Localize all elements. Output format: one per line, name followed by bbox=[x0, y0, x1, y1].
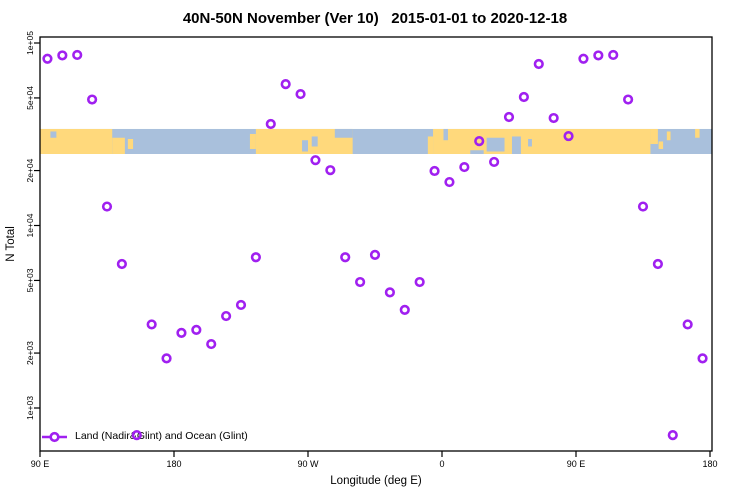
data-point bbox=[191, 324, 202, 335]
legend-label: Land (Nadir&Glint) and Ocean (Glint) bbox=[75, 430, 248, 442]
map-band-water bbox=[470, 150, 484, 154]
plot-box bbox=[39, 36, 713, 452]
map-band-water bbox=[311, 136, 318, 147]
x-tick-label: 90 E bbox=[31, 459, 50, 469]
map-band-land bbox=[666, 131, 671, 141]
data-point bbox=[608, 49, 619, 61]
data-point bbox=[206, 338, 217, 350]
map-band-land bbox=[112, 137, 125, 154]
data-point bbox=[429, 165, 440, 177]
y-tick-label: 1e+05 bbox=[25, 31, 35, 55]
data-point bbox=[57, 50, 68, 61]
x-tick-label: 180 bbox=[702, 459, 717, 469]
data-point bbox=[355, 276, 366, 288]
data-point bbox=[489, 156, 500, 168]
data-point bbox=[87, 94, 98, 105]
data-point bbox=[310, 155, 321, 166]
data-point bbox=[161, 353, 172, 364]
data-point bbox=[340, 252, 351, 263]
data-point bbox=[682, 319, 693, 330]
data-point bbox=[623, 94, 634, 105]
data-point bbox=[265, 118, 276, 130]
legend-point-marker bbox=[49, 431, 60, 443]
data-point bbox=[250, 252, 261, 263]
data-point bbox=[697, 353, 708, 364]
data-point bbox=[42, 53, 53, 64]
data-point bbox=[533, 58, 544, 70]
data-point bbox=[72, 49, 83, 61]
map-band-water bbox=[486, 137, 505, 152]
map-band-land bbox=[127, 138, 134, 149]
data-point bbox=[295, 88, 306, 100]
map-band-land bbox=[650, 128, 658, 144]
data-point bbox=[101, 201, 113, 212]
map-band-water bbox=[334, 128, 353, 138]
data-point bbox=[667, 430, 678, 441]
data-point bbox=[116, 258, 127, 270]
y-tick-label: 5e+04 bbox=[25, 86, 35, 110]
data-point bbox=[548, 112, 559, 124]
map-band-water bbox=[302, 140, 308, 152]
y-tick-label: 1e+04 bbox=[25, 213, 35, 237]
data-point bbox=[652, 258, 663, 270]
y-tick-label: 1e+03 bbox=[25, 396, 35, 420]
data-point bbox=[369, 249, 381, 261]
data-point bbox=[325, 165, 336, 176]
map-band-land bbox=[433, 128, 651, 154]
x-tick-label: 180 bbox=[166, 459, 181, 469]
map-band-land bbox=[249, 133, 256, 149]
data-point bbox=[131, 430, 142, 441]
y-tick-label: 2e+04 bbox=[25, 158, 35, 182]
data-point bbox=[399, 304, 410, 315]
data-point bbox=[578, 53, 589, 64]
map-band-water bbox=[511, 136, 521, 154]
data-point bbox=[593, 50, 604, 61]
map-band-water bbox=[443, 128, 448, 141]
y-tick-label: 5e+03 bbox=[25, 268, 35, 292]
data-point bbox=[414, 276, 425, 288]
data-point bbox=[235, 299, 247, 311]
y-tick-label: 2e+03 bbox=[25, 341, 35, 365]
data-point bbox=[518, 91, 529, 103]
map-band-water bbox=[528, 138, 532, 147]
data-point bbox=[563, 130, 574, 142]
x-axis-label: Longitude (deg E) bbox=[330, 475, 422, 487]
data-point bbox=[146, 319, 157, 330]
x-tick-label: 90 E bbox=[567, 459, 586, 469]
data-point bbox=[280, 79, 291, 90]
data-point bbox=[221, 310, 232, 322]
data-point bbox=[444, 176, 455, 188]
map-band-land bbox=[427, 136, 434, 154]
data-point bbox=[384, 287, 395, 298]
data-point bbox=[459, 161, 470, 173]
map-band-land bbox=[658, 141, 664, 149]
x-tick-label: 90 W bbox=[297, 459, 319, 469]
data-point bbox=[176, 327, 187, 338]
data-point bbox=[474, 136, 485, 147]
data-point bbox=[503, 111, 515, 123]
map-band-land bbox=[695, 128, 700, 138]
map-band-water bbox=[50, 131, 57, 138]
data-point bbox=[637, 201, 649, 212]
chart-title: 40N-50N November (Ver 10) 2015-01-01 to … bbox=[182, 10, 568, 27]
x-tick-label: 0 bbox=[439, 459, 444, 469]
